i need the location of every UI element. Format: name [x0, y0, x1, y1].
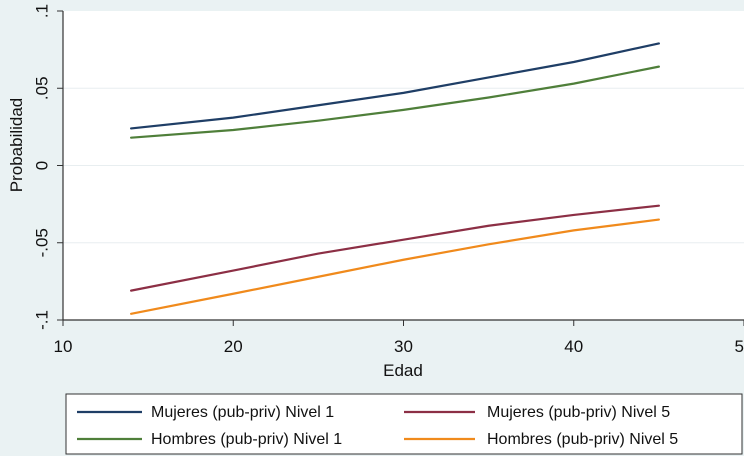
series-line-3	[130, 204, 660, 292]
y-tick-label: 0	[32, 161, 51, 170]
series-line-4	[130, 218, 660, 315]
y-tick-label: -.05	[32, 228, 51, 257]
legend-box	[65, 393, 743, 455]
axes	[57, 10, 744, 326]
x-tick-label: 10	[54, 337, 73, 356]
legend-label: Hombres (pub-priv) Nivel 5	[487, 431, 678, 448]
y-tick-label: .1	[32, 4, 51, 18]
axis-labels: -.1 -.05 0 .05 .1 10 20 30 40 50 Edad Probabilidad	[7, 4, 744, 380]
y-tick-label: -.1	[32, 310, 51, 330]
legend-label: Hombres (pub-priv) Nivel 1	[151, 431, 342, 448]
y-axis-title: Probabilidad	[7, 98, 26, 193]
x-tick-label: 30	[394, 337, 413, 356]
series-line-2	[130, 65, 660, 139]
legend-label: Mujeres (pub-priv) Nivel 5	[487, 404, 670, 421]
x-tick-label: 40	[564, 337, 583, 356]
series-lines	[130, 42, 660, 315]
x-tick-label: 50	[735, 337, 744, 356]
y-tick-label: .05	[32, 76, 51, 100]
x-tick-label: 20	[224, 337, 243, 356]
series-line-1	[130, 42, 660, 130]
legend: Mujeres (pub-priv) Nivel 1 Mujeres (pub-p…	[65, 393, 743, 455]
x-axis-title: Edad	[383, 361, 423, 380]
legend-label: Mujeres (pub-priv) Nivel 1	[151, 404, 334, 421]
